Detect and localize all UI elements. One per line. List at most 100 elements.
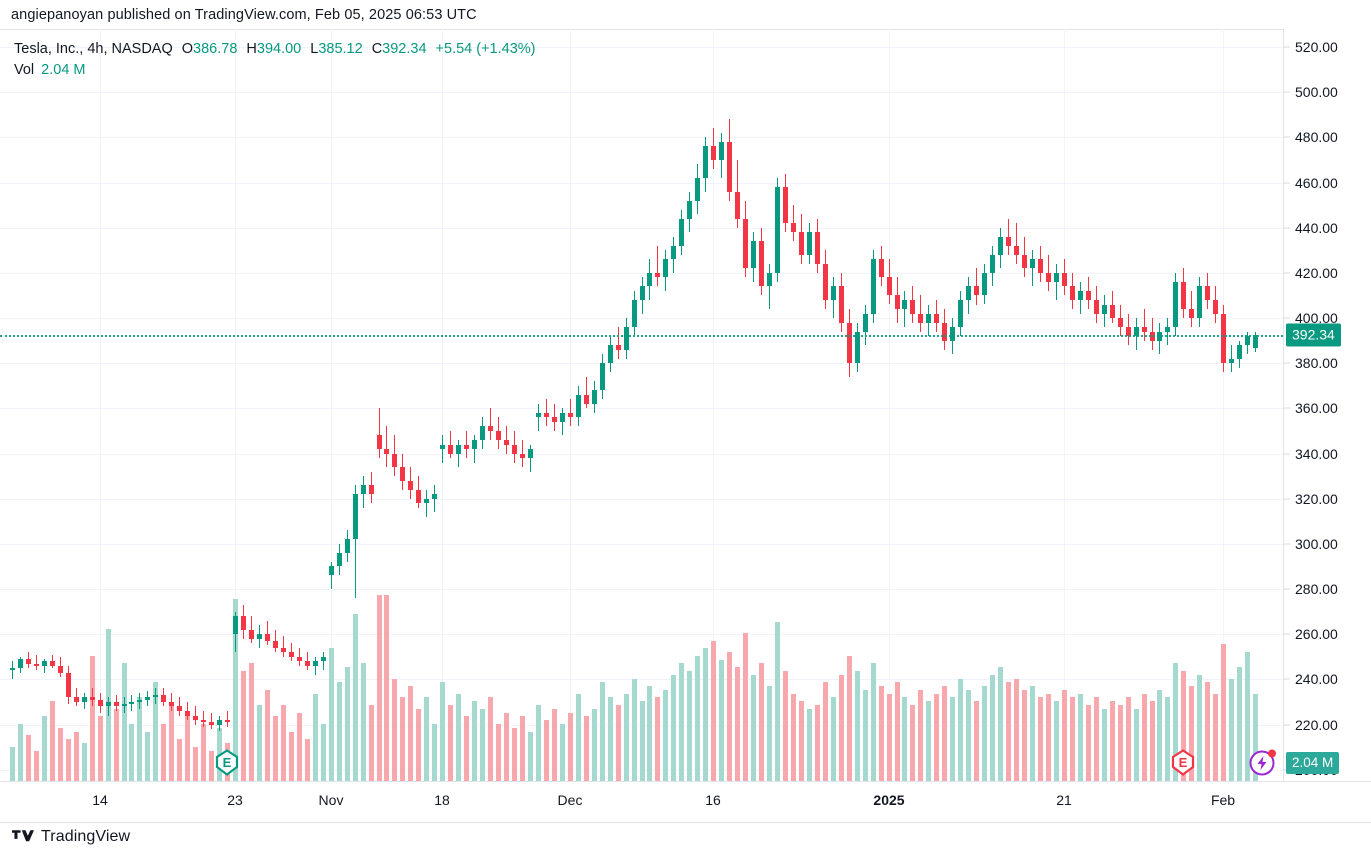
candle-body	[942, 322, 947, 341]
candle-body	[640, 286, 645, 300]
candle-wick	[355, 485, 356, 599]
candle-body	[751, 241, 756, 269]
candle-body	[879, 259, 884, 278]
gridline-horizontal	[0, 92, 1283, 93]
volume-bar	[512, 728, 517, 781]
volume-bar	[321, 724, 326, 781]
candle-body	[257, 634, 262, 639]
candle-body	[1134, 327, 1139, 337]
volume-bar	[488, 697, 493, 781]
volume-bar	[608, 697, 613, 781]
candle-body	[783, 187, 788, 224]
volume-bar	[408, 686, 413, 781]
gridline-horizontal	[0, 454, 1283, 455]
candle-wick	[434, 485, 435, 513]
volume-bar	[1189, 686, 1194, 781]
volume-bar	[887, 694, 892, 781]
candle-body	[1094, 299, 1099, 314]
time-axis-label: 2025	[873, 792, 905, 808]
volume-bar	[520, 716, 525, 781]
volume-bar	[942, 686, 947, 781]
current-price-badge[interactable]: 392.34	[1286, 323, 1341, 347]
volume-bar	[1237, 667, 1242, 781]
candle-body	[926, 313, 931, 323]
volume-bar	[1229, 679, 1234, 781]
gridline-horizontal	[0, 499, 1283, 500]
candle-body	[106, 701, 111, 707]
price-tick	[1284, 453, 1290, 455]
candle-body	[1173, 281, 1178, 328]
candle-body	[225, 720, 230, 723]
volume-bar	[1134, 709, 1139, 781]
candle-body	[10, 668, 15, 671]
candle-wick	[426, 489, 427, 517]
candle-body	[815, 232, 820, 264]
candle-body	[655, 272, 660, 278]
volume-bar	[472, 701, 477, 781]
volume-bar	[687, 671, 692, 781]
volume-bar	[679, 663, 684, 781]
volume-bar	[1173, 663, 1178, 781]
volume-bar	[998, 667, 1003, 781]
volume-bar	[1078, 694, 1083, 781]
candle-body	[384, 449, 389, 454]
price-axis-label: 300.00	[1295, 535, 1338, 552]
candle-body	[1142, 327, 1147, 332]
candle-body	[265, 634, 270, 641]
candle-body	[775, 187, 780, 273]
candle-body	[201, 720, 206, 723]
candle-body	[416, 489, 421, 504]
candle-body	[743, 218, 748, 269]
volume-bar	[129, 724, 134, 781]
candle-body	[1038, 259, 1043, 273]
volume-bar	[879, 686, 884, 781]
price-tick	[1284, 362, 1290, 364]
candle-wick	[657, 245, 658, 287]
volume-bar	[871, 663, 876, 781]
candle-wick	[44, 659, 45, 673]
svg-text:E: E	[1179, 755, 1188, 770]
candle-body	[727, 141, 732, 192]
time-axis-label: 23	[227, 792, 243, 808]
earnings-marker-red[interactable]: E	[1171, 749, 1196, 776]
volume-bar	[1126, 697, 1131, 781]
candle-body	[90, 697, 95, 700]
time-axis-label: 21	[1056, 792, 1072, 808]
candle-wick	[315, 656, 316, 675]
candle-wick	[203, 710, 204, 727]
current-volume-badge[interactable]: 2.04 M	[1286, 752, 1340, 774]
candle-body	[624, 327, 629, 350]
candle-body	[703, 146, 708, 179]
candle-body	[1110, 304, 1115, 319]
candle-wick	[458, 440, 459, 468]
price-tick	[1284, 182, 1290, 184]
volume-bar	[313, 694, 318, 781]
volume-bar	[1006, 682, 1011, 781]
time-axis-label: Nov	[318, 792, 344, 808]
candle-body	[647, 272, 652, 287]
volume-bar	[177, 739, 182, 781]
events-bolt-marker[interactable]	[1248, 747, 1278, 777]
earnings-marker-green[interactable]: E	[215, 749, 240, 776]
gridline-vertical	[100, 29, 101, 781]
candle-wick	[386, 426, 387, 468]
volume-bar	[1102, 709, 1107, 781]
candle-body	[129, 701, 134, 705]
price-scale[interactable]: 520.00 500.00 480.00 460.00 440.00 420.00 400.…	[1283, 29, 1371, 781]
volume-bar	[249, 663, 254, 781]
volume-bar	[1253, 694, 1258, 781]
candle-body	[432, 494, 437, 499]
candle-body	[871, 259, 876, 314]
candle-body	[161, 695, 166, 702]
volume-bar	[632, 679, 637, 781]
volume-bar	[1157, 690, 1162, 781]
volume-bar	[990, 675, 995, 781]
volume-bar	[74, 732, 79, 781]
volume-bar	[910, 705, 915, 781]
candle-wick	[1231, 345, 1232, 373]
candle-body	[153, 695, 158, 698]
volume-bar	[895, 682, 900, 781]
time-axis[interactable]: 14 23 Nov 18 Dec 16 2025 21 Feb	[0, 781, 1371, 823]
price-axis-label: 360.00	[1295, 400, 1338, 417]
